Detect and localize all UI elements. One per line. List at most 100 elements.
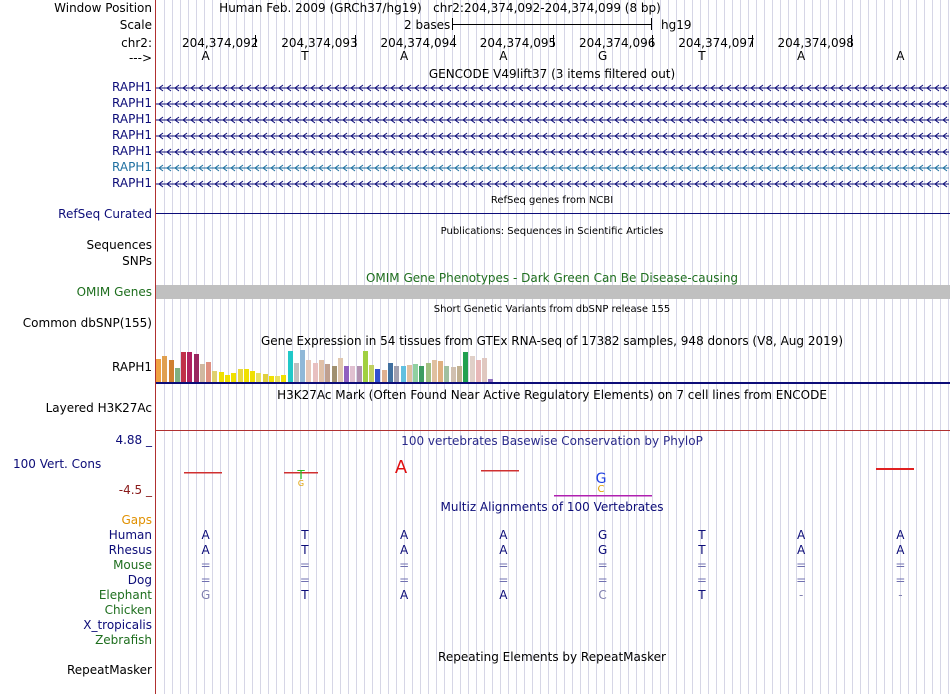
gtex-tissue-bar[interactable] [262,374,268,382]
gtex-tissue-bar[interactable] [319,360,325,382]
gtex-tissue-bar[interactable] [199,364,205,382]
gene-strand-row[interactable] [156,82,949,94]
gtex-tissue-bar[interactable] [250,371,256,382]
grid-line [540,0,541,694]
gtex-tissue-bar[interactable] [312,363,318,382]
gtex-tissue-bar[interactable] [268,376,274,382]
gtex-tissue-bar[interactable] [174,368,180,382]
gene-label-raph1[interactable]: RAPH1 [112,80,152,94]
gene-strand-row[interactable] [156,162,949,174]
gtex-tissue-bar[interactable] [243,369,249,382]
coordinate-tick [453,35,455,47]
gtex-tissue-bar[interactable] [394,366,400,382]
gtex-tissue-bar[interactable] [300,350,306,382]
gtex-tissue-bar[interactable] [419,366,425,382]
gtex-tissue-bar[interactable] [350,366,356,382]
gtex-tissue-bar[interactable] [400,366,406,382]
omim-track-label[interactable]: OMIM Genes [76,285,152,299]
gtex-tissue-bar[interactable] [187,352,193,382]
gtex-tissue-bar[interactable] [406,365,412,382]
gene-label-raph1[interactable]: RAPH1 [112,128,152,142]
gene-label-raph1[interactable]: RAPH1 [112,96,152,110]
gtex-tissue-bar[interactable] [337,358,343,382]
alignment-base: = [200,558,211,572]
gtex-tissue-bar[interactable] [325,364,331,382]
gtex-tissue-bar[interactable] [369,365,375,382]
gtex-tissue-bar[interactable] [231,373,237,382]
gencode-track-title[interactable]: GENCODE V49lift37 (3 items filtered out) [428,67,676,81]
gtex-tissue-bar[interactable] [281,375,287,382]
gtex-tissue-bar[interactable] [306,360,312,382]
gtex-tissue-bar[interactable] [387,363,393,382]
gtex-tissue-bar[interactable] [156,359,161,382]
species-label-x-tropicalis[interactable]: X_tropicalis [83,618,152,632]
gtex-tissue-bar[interactable] [287,351,293,382]
gtex-tissue-bar[interactable] [463,352,469,382]
gtex-tissue-bar[interactable] [293,363,299,382]
gtex-tissue-bar[interactable] [488,379,494,382]
gtex-tissue-bar[interactable] [438,361,444,382]
species-label-human[interactable]: Human [108,528,152,542]
gene-label-raph1[interactable]: RAPH1 [112,144,152,158]
gtex-tissue-bar[interactable] [206,362,212,382]
gtex-tissue-bar[interactable] [331,366,337,382]
species-label-rhesus[interactable]: Rhesus [108,543,152,557]
gtex-gene-label[interactable]: RAPH1 [112,360,152,374]
dbsnp-track-label[interactable]: Common dbSNP(155) [22,316,152,330]
gtex-tissue-bar[interactable] [362,351,368,382]
refseq-track-label[interactable]: RefSeq Curated [58,207,152,221]
species-label-zebrafish[interactable]: Zebrafish [95,633,152,647]
gtex-tissue-bar[interactable] [168,360,174,382]
gtex-tissue-bar[interactable] [275,376,281,382]
gtex-tissue-bar[interactable] [193,354,199,382]
gtex-tissue-bar[interactable] [218,372,224,382]
gene-label-raph1[interactable]: RAPH1 [112,112,152,126]
genome-browser-image[interactable]: Human Feb. 2009 (GRCh37/hg19) chr2:204,3… [156,0,950,694]
grid-line [308,0,309,694]
gene-strand-row[interactable] [156,146,949,158]
repeatmasker-track-label[interactable]: RepeatMasker [66,663,152,677]
track-label-panel: Window Position Scale chr2: ---> RAPH1 RA… [0,0,155,694]
gtex-tissue-bar[interactable] [444,366,450,382]
gene-strand-row[interactable] [156,130,949,142]
gtex-tissue-bar[interactable] [475,360,481,382]
species-label-elephant[interactable]: Elephant [98,588,152,602]
species-label-chicken[interactable]: Chicken [104,603,152,617]
gtex-tissue-bar[interactable] [256,373,262,382]
gtex-tissue-bar[interactable] [431,360,437,382]
h3k27ac-track-label[interactable]: Layered H3K27Ac [45,401,152,415]
gene-label-raph1[interactable]: RAPH1 [112,160,152,174]
species-label-mouse[interactable]: Mouse [113,558,152,572]
gtex-tissue-bar[interactable] [456,366,462,382]
logo-letter-t: T [296,468,305,482]
gtex-tissue-bar[interactable] [413,364,419,382]
gtex-tissue-bar[interactable] [469,356,475,382]
gene-label-raph1[interactable]: RAPH1 [112,176,152,190]
alignment-base: = [498,573,509,587]
gene-strand-row[interactable] [156,98,949,110]
gene-strand-row[interactable] [156,114,949,126]
gtex-tissue-bar[interactable] [482,358,488,382]
gtex-tissue-bar[interactable] [162,356,168,382]
publications-track-label[interactable]: Sequences [86,238,152,252]
gtex-tissue-bar[interactable] [212,371,218,382]
gtex-bar-chart[interactable] [156,348,950,382]
gtex-tissue-bar[interactable] [344,366,350,382]
omim-gene-block[interactable] [156,285,950,299]
gtex-tissue-bar[interactable] [381,370,387,382]
gtex-tissue-bar[interactable] [181,352,187,382]
gtex-tissue-bar[interactable] [425,363,431,382]
coordinate-tick [354,35,356,47]
gtex-tissue-bar[interactable] [237,369,243,382]
gtex-tissue-bar[interactable] [375,369,381,382]
gtex-tissue-bar[interactable] [450,367,456,382]
conservation-track-label[interactable]: 100 Vert. Cons [13,457,102,471]
gene-strand-row[interactable] [156,178,949,190]
snps-track-label[interactable]: SNPs [122,254,152,268]
species-label-dog[interactable]: Dog [127,573,152,587]
alignment-base: G [200,588,211,602]
gtex-tissue-bar[interactable] [224,375,230,382]
refseq-gene-line[interactable] [156,213,950,214]
alignment-base: = [299,558,310,572]
gtex-tissue-bar[interactable] [356,366,362,382]
